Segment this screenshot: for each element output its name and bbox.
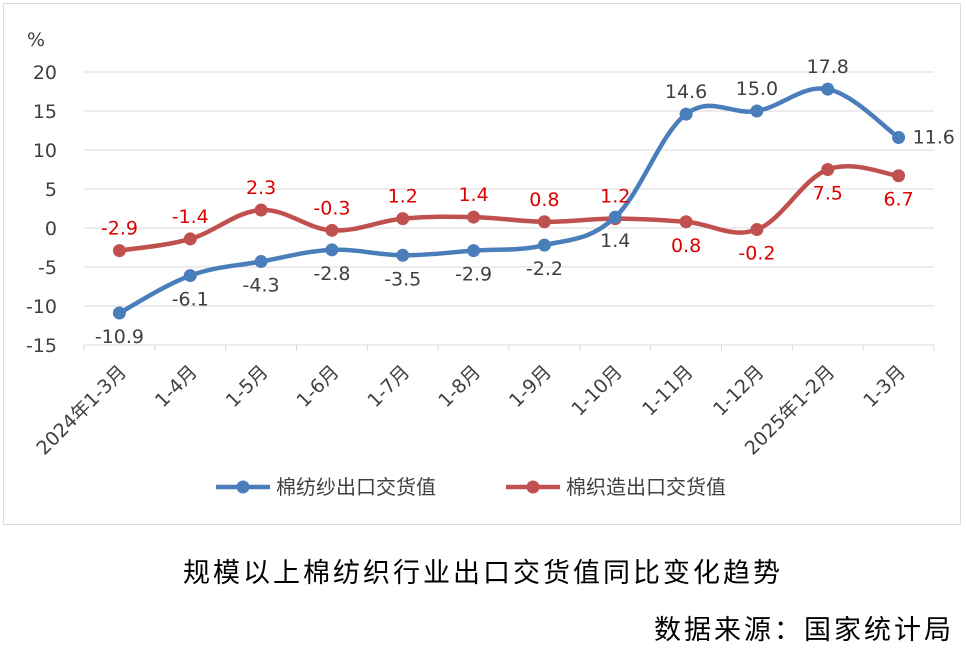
- chart-frame: [3, 3, 961, 525]
- y-tick-label: 15: [33, 101, 57, 123]
- y-tick-label: 0: [45, 218, 57, 240]
- data-point: [325, 243, 339, 257]
- x-tick-label: 1-5月: [222, 361, 273, 412]
- x-tick-label: 1-10月: [567, 361, 626, 420]
- y-unit-label: %: [27, 29, 45, 51]
- data-point: [750, 104, 764, 118]
- data-label: 1.2: [600, 186, 630, 208]
- data-label: 1.2: [388, 186, 418, 208]
- x-tick-label: 1-7月: [363, 361, 414, 412]
- data-label: -0.2: [738, 243, 775, 265]
- data-point: [467, 210, 481, 224]
- data-point: [608, 210, 622, 224]
- x-tick-label: 1-3月: [859, 361, 910, 412]
- y-tick-label: 20: [33, 62, 57, 84]
- data-point: [821, 82, 835, 96]
- data-label: 1.4: [600, 230, 630, 252]
- y-tick-label: -10: [26, 296, 57, 318]
- data-label: -2.2: [526, 258, 563, 280]
- x-tick-label: 1-4月: [151, 361, 202, 412]
- data-label: 1.4: [458, 184, 488, 206]
- line-chart: 20 15 10 5 0 -5 -10 -15% 2024年1-3月 1-4月 1-5月 1-6月 1-…: [26, 29, 955, 499]
- data-label: -1.4: [172, 206, 209, 228]
- data-point: [892, 169, 906, 183]
- y-tick-label: -5: [38, 257, 57, 279]
- data-point: [112, 244, 126, 258]
- data-point: [254, 203, 268, 217]
- data-label: 14.6: [665, 81, 707, 103]
- data-label: 11.6: [913, 127, 955, 149]
- x-tick-label: 1-11月: [638, 361, 697, 420]
- data-label: -6.1: [172, 289, 209, 311]
- x-tick-label: 1-12月: [709, 361, 768, 420]
- data-label: -3.5: [384, 268, 421, 290]
- data-point: [679, 215, 693, 229]
- series-line: [117, 86, 901, 316]
- data-point: [821, 163, 835, 176]
- data-point: [892, 131, 906, 145]
- data-label: -0.3: [313, 197, 350, 219]
- data-label: 15.0: [736, 78, 778, 100]
- data-label: 0.8: [529, 189, 559, 211]
- legend-marker: [236, 480, 250, 494]
- legend-marker: [526, 480, 540, 494]
- data-point: [750, 223, 764, 237]
- x-tick-label: 2024年1-3月: [32, 361, 131, 460]
- data-label: 0.8: [671, 235, 701, 257]
- series-line: [117, 164, 901, 253]
- legend-label: 棉纺纱出口交货值: [276, 475, 436, 499]
- data-label: -4.3: [243, 275, 280, 297]
- data-label: 2.3: [246, 177, 276, 199]
- x-tick-label: 1-8月: [434, 361, 485, 412]
- y-tick-label: 10: [33, 140, 57, 162]
- data-label: 17.8: [807, 56, 849, 78]
- data-point: [396, 248, 410, 262]
- y-tick-label: 5: [45, 179, 57, 201]
- data-point: [396, 212, 410, 226]
- data-point: [183, 269, 197, 283]
- data-label: -10.9: [95, 326, 144, 348]
- x-tick-label: 1-9月: [505, 361, 556, 412]
- data-point: [112, 306, 126, 320]
- x-tick-label: 1-6月: [293, 361, 344, 412]
- legend-label: 棉织造出口交货值: [566, 475, 726, 499]
- data-label: -2.8: [313, 263, 350, 285]
- data-point: [537, 215, 551, 229]
- data-source: 数据来源：国家统计局: [654, 615, 954, 646]
- data-point: [254, 255, 268, 269]
- data-label: -2.9: [455, 264, 492, 286]
- chart-caption: 规模以上棉纺织行业出口交货值同比变化趋势: [183, 558, 783, 589]
- y-tick-label: -15: [26, 335, 57, 357]
- data-point: [467, 244, 481, 258]
- data-label: 7.5: [813, 183, 843, 205]
- data-point: [537, 238, 551, 252]
- data-label: 6.7: [883, 189, 913, 211]
- data-point: [325, 223, 339, 237]
- data-label: -2.9: [101, 218, 138, 240]
- data-point: [679, 107, 693, 121]
- data-point: [183, 232, 197, 246]
